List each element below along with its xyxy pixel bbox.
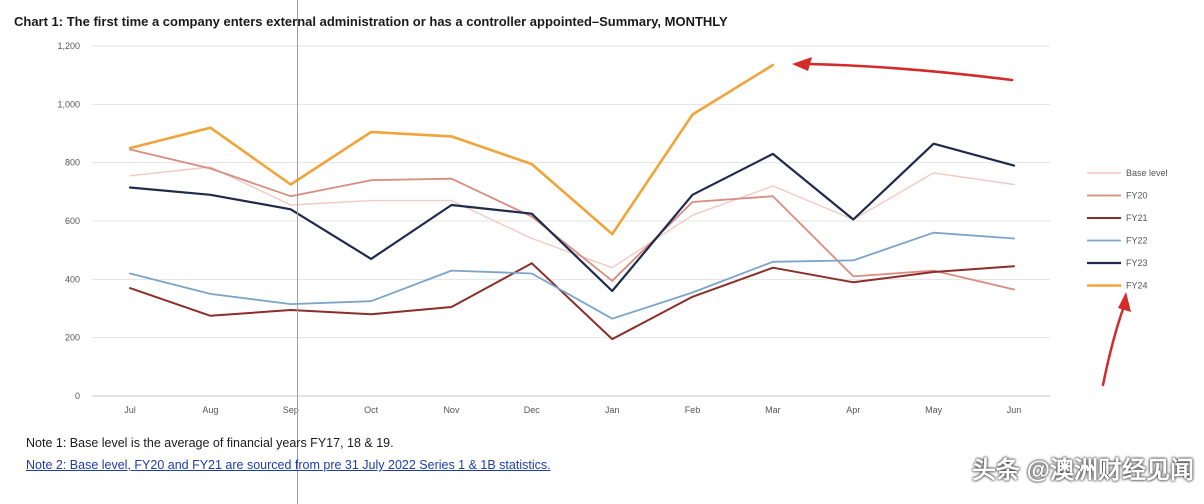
x-axis-ticks: Jul Aug Sep Oct Nov Dec Jan Feb Mar Apr May Jun (124, 405, 1021, 415)
watermark: 头条 @澳洲财经见闻 (971, 457, 1194, 484)
series-line-fy24 (128, 63, 775, 236)
legend-label: Base level (1126, 168, 1168, 178)
y-tick-label: 1,200 (57, 41, 80, 51)
arrow-head-horizontal (792, 57, 812, 71)
series-line-fy20 (129, 148, 1015, 291)
x-tick-label: Jan (605, 405, 620, 415)
y-tick-label: 1,000 (57, 99, 80, 109)
legend-label: FY24 (1126, 281, 1148, 291)
note-1: Note 1: Base level is the average of fin… (26, 436, 394, 450)
y-axis-ticks: 0 200 400 600 800 1,000 1,200 (57, 41, 80, 401)
x-tick-label: Feb (685, 405, 701, 415)
y-tick-label: 0 (75, 391, 80, 401)
x-tick-label: Aug (202, 405, 218, 415)
x-tick-label: May (925, 405, 943, 415)
y-tick-label: 400 (65, 274, 80, 284)
x-tick-label: Mar (765, 405, 781, 415)
legend-label: FY23 (1126, 258, 1148, 268)
annotation-arrows (792, 57, 1131, 387)
x-tick-label: Jul (124, 405, 136, 415)
arrow-head-vertical (1118, 292, 1131, 312)
y-tick-label: 600 (65, 216, 80, 226)
y-tick-label: 200 (65, 333, 80, 343)
x-tick-label: Nov (443, 405, 460, 415)
vertical-cursor-line (297, 0, 298, 504)
x-tick-label: Sep (283, 405, 299, 415)
y-tick-label: 800 (65, 158, 80, 168)
legend: Base level FY20 FY21 FY22 FY23 FY24 (1087, 168, 1168, 291)
series-line-fy21 (129, 262, 1015, 341)
arrow-shaft-horizontal (806, 62, 1014, 82)
legend-label: FY22 (1126, 236, 1148, 246)
x-tick-label: Oct (364, 405, 379, 415)
x-tick-label: Dec (524, 405, 541, 415)
legend-label: FY20 (1126, 191, 1148, 201)
x-tick-label: Jun (1007, 405, 1022, 415)
arrow-shaft-vertical (1101, 304, 1126, 387)
series-lines (128, 63, 1016, 341)
x-tick-label: Apr (846, 405, 860, 415)
legend-label: FY21 (1126, 213, 1148, 223)
series-line-fy22 (129, 231, 1015, 320)
gridlines (92, 45, 1050, 397)
chart-title: Chart 1: The first time a company enters… (14, 14, 728, 29)
note-2-link[interactable]: Note 2: Base level, FY20 and FY21 are so… (26, 458, 551, 472)
series-line-fy23 (128, 142, 1016, 293)
